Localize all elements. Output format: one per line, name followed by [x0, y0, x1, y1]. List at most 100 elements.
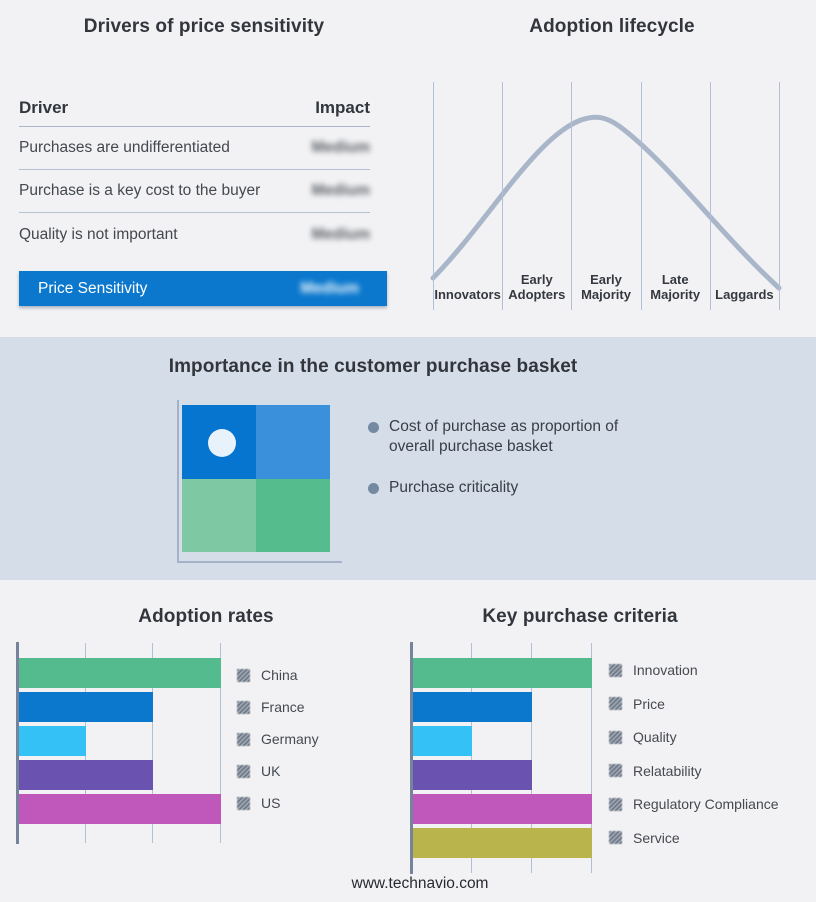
driver-cell: Purchase is a key cost to the buyer: [19, 182, 261, 199]
legend-swatch-icon: [237, 668, 250, 682]
legend-label: Quality: [633, 729, 677, 745]
legend-label: Innovation: [633, 662, 698, 678]
bar-price: [412, 692, 532, 722]
bottom-charts-section: Adoption rates Key purchase criteria Chi…: [0, 580, 816, 902]
adoption-curve: [430, 114, 782, 291]
lifecycle-gridline: [571, 82, 573, 310]
drivers-panel-title: Drivers of price sensitivity: [83, 16, 325, 37]
legend-item: China: [237, 667, 298, 683]
bar-quality: [412, 726, 473, 756]
legend-label: Germany: [261, 731, 319, 747]
legend-item: Germany: [237, 731, 319, 747]
legend-item: Relatability: [609, 763, 701, 779]
purchase-basket-quadrant: [182, 405, 330, 552]
chart-gridline: [471, 643, 473, 873]
bar-relatability: [412, 760, 532, 790]
adoption-rates-chart: [16, 642, 221, 844]
chart-gridline: [530, 643, 532, 873]
adoption-lifecycle-chart: Innovators Early Adopters Early Majority La…: [430, 82, 782, 310]
legend-swatch-icon: [237, 796, 250, 810]
bullet-icon: [368, 483, 379, 494]
lifecycle-gridline: [433, 82, 434, 310]
legend-label: Price: [633, 695, 665, 712]
legend-item: Price: [609, 696, 665, 712]
quadrant-cell: [256, 478, 330, 552]
legend-swatch-icon: [237, 732, 250, 746]
key-purchase-criteria-title: Key purchase criteria: [482, 606, 678, 627]
bar-us: [18, 794, 221, 824]
bar-regulatory-compliance: [412, 794, 592, 824]
quadrant-x-axis: [177, 561, 342, 563]
legend-swatch-icon: [237, 700, 250, 714]
drivers-table: Driver Impact Purchases are undifferenti…: [19, 92, 370, 256]
purchase-basket-section: Importance in the customer purchase bask…: [0, 337, 816, 580]
bar-service: [412, 828, 592, 858]
legend-item: US: [237, 795, 280, 811]
legend-item: Service: [609, 830, 680, 846]
purchase-basket-title: Importance in the customer purchase bask…: [168, 356, 578, 377]
legend-label: Relatability: [633, 762, 702, 779]
legend-swatch-icon: [609, 797, 622, 811]
position-marker-dot: [208, 429, 236, 457]
price-sensitivity-label: Price Sensitivity: [38, 279, 148, 297]
chart-gridline: [219, 643, 221, 843]
bar-innovation: [412, 658, 592, 688]
driver-cell: Quality is not important: [19, 225, 178, 243]
legend-swatch-icon: [609, 730, 622, 744]
drivers-table-body: Purchases are undifferentiated Medium Purc…: [19, 127, 370, 256]
legend-swatch-icon: [609, 764, 622, 777]
lifecycle-stage-label: Early Majority: [581, 272, 631, 302]
lifecycle-panel-title: Adoption lifecycle: [529, 16, 695, 37]
basket-bullet-item: Purchase criticality: [363, 478, 625, 498]
lifecycle-gridline: [502, 82, 504, 310]
purchase-basket-bullet-list: Cost of purchase as proportion of overal…: [363, 417, 625, 519]
legend-item: Quality: [609, 729, 677, 745]
bar-uk: [18, 760, 154, 790]
impact-cell: Medium: [311, 225, 370, 243]
impact-cell: Medium: [311, 139, 370, 156]
legend-item: Innovation: [609, 662, 698, 678]
lifecycle-gridline: [640, 82, 642, 310]
legend-swatch-icon: [237, 764, 250, 778]
quadrant-cell: [182, 478, 256, 552]
driver-cell: Purchases are undifferentiated: [19, 139, 230, 156]
driver-row: Quality is not important Medium: [19, 213, 370, 256]
legend-swatch-icon: [609, 663, 622, 677]
legend-swatch-icon: [609, 697, 622, 710]
quadrant-y-axis: [177, 400, 179, 562]
basket-bullet-item: Cost of purchase as proportion of overal…: [363, 417, 625, 457]
bullet-icon: [368, 422, 379, 433]
price-sensitivity-impact-value: Medium: [300, 279, 359, 297]
price-sensitivity-row: Price Sensitivity Medium: [19, 271, 387, 306]
legend-item: UK: [237, 763, 280, 779]
legend-item: Regulatory Compliance: [609, 796, 779, 812]
chart-y-axis: [16, 642, 19, 844]
legend-label: US: [261, 795, 281, 811]
lifecycle-stage-label: Late Majority: [650, 272, 701, 302]
bar-france: [18, 692, 154, 722]
website-footer: www.technavio.com: [351, 875, 489, 892]
adoption-rates-title: Adoption rates: [138, 606, 274, 627]
legend-swatch-icon: [609, 831, 622, 844]
bar-germany: [18, 726, 86, 756]
lifecycle-stage-label: Laggards: [715, 287, 774, 302]
bullet-text: Purchase criticality: [389, 479, 519, 496]
chart-y-axis: [410, 642, 413, 875]
driver-column-header: Driver: [19, 98, 69, 117]
impact-cell: Medium: [311, 182, 370, 199]
legend-label: UK: [261, 763, 281, 779]
lifecycle-stage-label: Innovators: [434, 287, 501, 302]
legend-label: Service: [633, 829, 680, 846]
key-purchase-criteria-chart: [410, 642, 592, 875]
bullet-text: Cost of purchase as proportion of overal…: [389, 418, 619, 455]
bar-china: [18, 658, 221, 688]
legend-label: China: [261, 667, 298, 683]
lifecycle-gridline: [779, 82, 780, 310]
impact-column-header: Impact: [315, 98, 370, 117]
lifecycle-stage-label: Early Adopters: [508, 272, 566, 302]
legend-label: France: [261, 699, 305, 715]
driver-row: Purchases are undifferentiated Medium: [19, 127, 370, 170]
legend-label: Regulatory Compliance: [633, 796, 779, 812]
chart-gridline: [152, 643, 154, 843]
